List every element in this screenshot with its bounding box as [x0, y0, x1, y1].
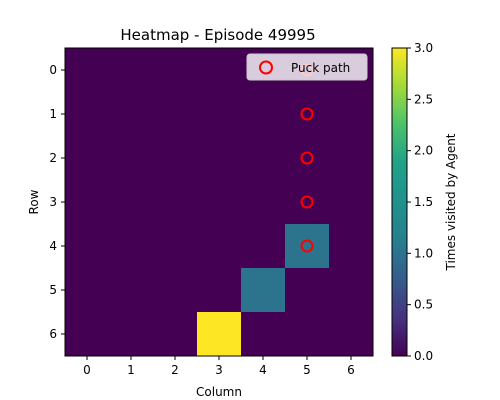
heatmap-cell	[241, 268, 286, 313]
heatmap-cell	[65, 180, 110, 225]
x-tick-label: 3	[215, 363, 223, 377]
heatmap-cell	[285, 268, 330, 313]
heatmap-cell	[329, 268, 374, 313]
heatmap-cell	[197, 48, 242, 93]
colorbar-ticks: 0.0 0.5 1.0 1.5 2.0 2.5 3.0	[407, 41, 433, 363]
heatmap-cell	[241, 180, 286, 225]
heatmap-cell	[109, 180, 154, 225]
heatmap-cells	[65, 48, 374, 357]
heatmap-cell	[109, 268, 154, 313]
heatmap-cell	[65, 312, 110, 357]
heatmap-cell	[285, 92, 330, 137]
heatmap-cell	[329, 180, 374, 225]
colorbar	[391, 47, 408, 357]
heatmap-cell	[109, 312, 154, 357]
y-axis-ticks: 0 1 2 3 4 5 6	[49, 63, 65, 341]
x-tick-label: 1	[127, 363, 135, 377]
chart-title: Heatmap - Episode 49995	[120, 26, 315, 44]
puck-path-point	[300, 107, 314, 121]
heatmap-cell	[241, 92, 286, 137]
heatmap-cell	[285, 312, 330, 357]
heatmap-cell	[153, 180, 198, 225]
heatmap-cell	[65, 48, 110, 93]
x-tick-label: 2	[171, 363, 179, 377]
colorbar-tick-label: 1.5	[414, 195, 433, 209]
heatmap-cell	[153, 312, 198, 357]
heatmap-cell	[109, 48, 154, 93]
heatmap-cell	[329, 224, 374, 269]
heatmap-cell	[329, 312, 374, 357]
heatmap-cell	[197, 268, 242, 313]
x-tick-label: 4	[259, 363, 267, 377]
x-tick-label: 5	[303, 363, 311, 377]
colorbar-tick-label: 3.0	[414, 41, 433, 55]
heatmap-cell	[285, 180, 330, 225]
y-tick-label: 5	[49, 283, 57, 297]
heatmap-cell	[241, 136, 286, 181]
heatmap-cell	[285, 224, 330, 269]
puck-path-point	[300, 195, 314, 209]
legend-label: Puck path	[291, 61, 350, 75]
heatmap-cell	[109, 92, 154, 137]
heatmap-cell	[197, 312, 242, 357]
heatmap-cell	[65, 268, 110, 313]
heatmap-cell	[197, 92, 242, 137]
y-axis-label: Row	[27, 189, 41, 214]
heatmap-cell	[153, 268, 198, 313]
colorbar-tick-label: 2.0	[414, 144, 433, 158]
y-tick-label: 3	[49, 195, 57, 209]
legend-marker-icon	[259, 60, 273, 75]
colorbar-tick-label: 0.5	[414, 298, 433, 312]
y-tick-label: 0	[49, 63, 57, 77]
x-tick-label: 0	[83, 363, 91, 377]
heatmap-cell	[109, 136, 154, 181]
heatmap-cell	[329, 136, 374, 181]
heatmap-cell	[241, 224, 286, 269]
heatmap-cell	[197, 224, 242, 269]
legend-box	[246, 53, 368, 81]
y-tick-label: 6	[49, 327, 57, 341]
x-axis-label: Column	[196, 385, 242, 399]
colorbar-tick-label: 0.0	[414, 349, 433, 363]
x-axis-ticks: 0 1 2 3 4 5 6	[83, 356, 355, 377]
puck-path-point	[300, 151, 314, 165]
legend: Puck path	[246, 53, 368, 81]
x-tick-label: 6	[347, 363, 355, 377]
y-tick-label: 2	[49, 151, 57, 165]
heatmap-cell	[197, 136, 242, 181]
colorbar-label: Times visited by Agent	[444, 133, 458, 271]
colorbar-tick-label: 1.0	[414, 246, 433, 260]
y-tick-label: 1	[49, 107, 57, 121]
heatmap-cell	[285, 136, 330, 181]
y-tick-label: 4	[49, 239, 57, 253]
heatmap-cell	[65, 92, 110, 137]
heatmap-cell	[65, 224, 110, 269]
heatmap-cell	[65, 136, 110, 181]
heatmap-cell	[109, 224, 154, 269]
heatmap-cell	[329, 92, 374, 137]
heatmap-cell	[153, 48, 198, 93]
puck-path-point	[300, 239, 314, 253]
heatmap-cell	[153, 136, 198, 181]
colorbar-tick-label: 2.5	[414, 92, 433, 106]
heatmap-cell	[153, 92, 198, 137]
heatmap-cell	[197, 180, 242, 225]
heatmap-cell	[153, 224, 198, 269]
heatmap-cell	[241, 312, 286, 357]
